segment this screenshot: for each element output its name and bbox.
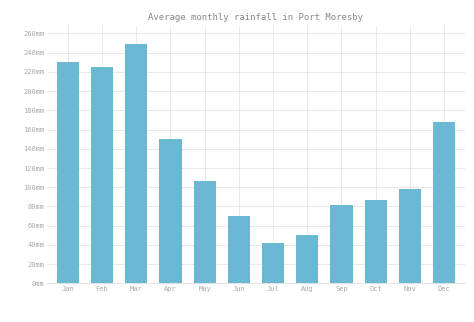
Bar — [193, 181, 216, 283]
Bar — [262, 243, 284, 283]
Bar — [91, 67, 113, 283]
Bar — [159, 139, 182, 283]
Bar — [330, 204, 353, 283]
Bar — [365, 200, 387, 283]
Bar — [228, 216, 250, 283]
Bar — [125, 44, 147, 283]
Bar — [399, 189, 421, 283]
Bar — [433, 122, 455, 283]
Bar — [57, 62, 79, 283]
Title: Average monthly rainfall in Port Moresby: Average monthly rainfall in Port Moresby — [148, 13, 364, 22]
Bar — [296, 235, 319, 283]
